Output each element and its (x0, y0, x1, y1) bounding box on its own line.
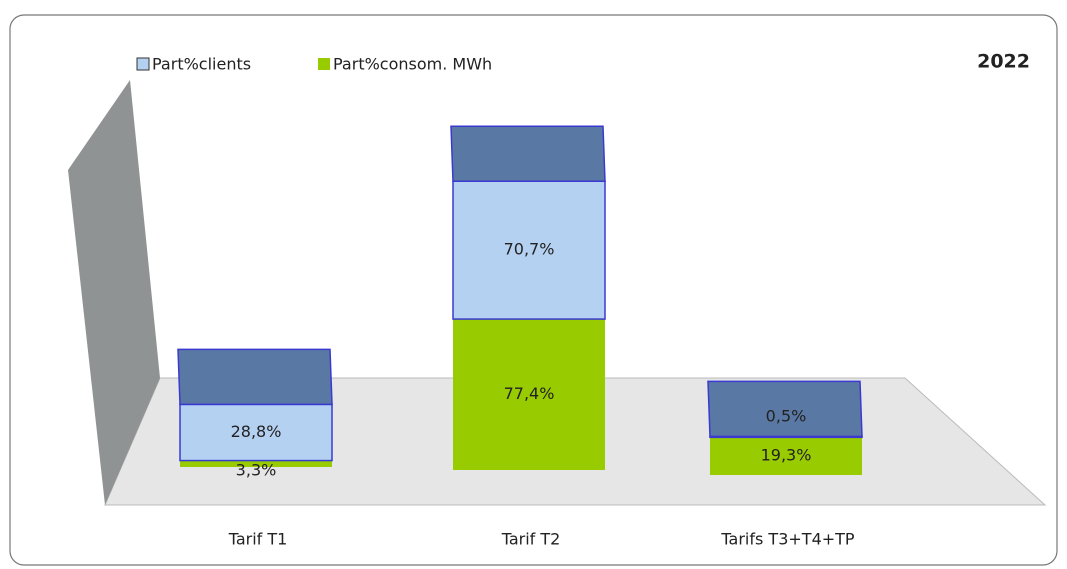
legend-swatch (136, 57, 150, 71)
x-tick-label: Tarifs T3+T4+TP (720, 530, 855, 549)
bar-segment (180, 460, 332, 467)
value-label: 28,8% (231, 422, 282, 441)
bar-top-face (707, 380, 863, 438)
bar-segment (452, 180, 606, 320)
bar-segment (710, 437, 862, 475)
bar-segment (453, 319, 605, 470)
bar-top-face (450, 125, 606, 182)
value-label: 77,4% (504, 384, 555, 403)
bar-segment (179, 403, 333, 462)
legend-swatch (318, 58, 330, 70)
legend-label: Part%consom. MWh (333, 55, 492, 74)
value-label: 70,7% (504, 240, 555, 259)
value-label: 0,5% (766, 406, 807, 425)
legend: Part%clients Part%consom. MWh (136, 55, 492, 74)
value-label: 19,3% (761, 446, 812, 465)
chart-title: 2022 (977, 51, 1030, 73)
back-wall (68, 80, 160, 505)
value-label: 3,3% (236, 461, 277, 480)
x-tick-label: Tarif T1 (228, 530, 288, 549)
bar-top-face (177, 348, 333, 406)
legend-label: Part%clients (152, 55, 251, 74)
x-tick-label: Tarif T2 (501, 530, 561, 549)
